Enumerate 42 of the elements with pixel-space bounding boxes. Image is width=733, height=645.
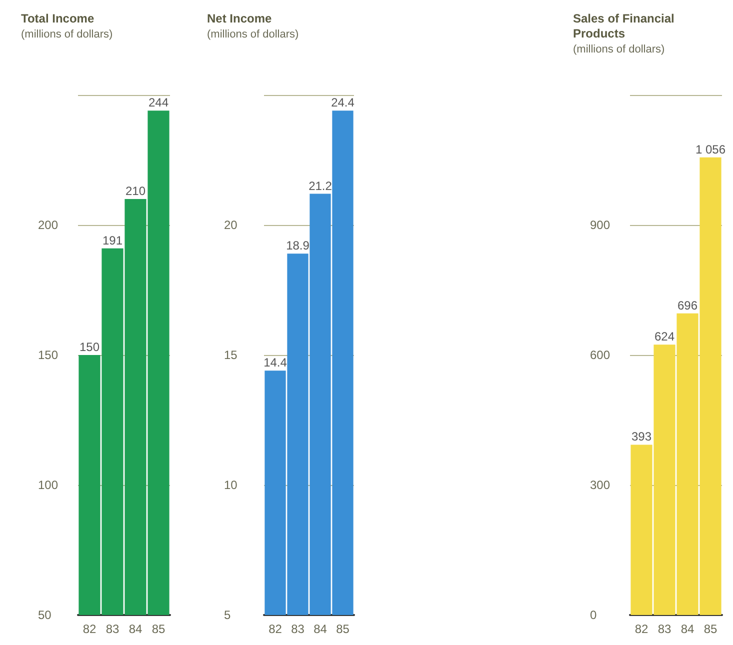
x-tick-label: 83 [658, 622, 672, 636]
x-tick-label: 85 [152, 622, 166, 636]
chart-title: Sales of Financial Products [573, 12, 678, 40]
y-tick-label: 200 [38, 218, 58, 232]
x-tick-label: 84 [314, 622, 328, 636]
chart-title: Total Income [21, 12, 94, 26]
y-tick-label: 20 [224, 218, 238, 232]
data-label: 14.4 [264, 356, 288, 370]
y-tick-label: 0 [590, 608, 597, 622]
data-label: 191 [102, 233, 123, 248]
y-tick-label: 100 [38, 478, 58, 492]
data-label: 210 [125, 184, 146, 198]
data-label: 696 [677, 298, 698, 312]
chart-subtitle: (millions of dollars) [207, 28, 299, 40]
chart-subtitle: (millions of dollars) [573, 44, 665, 56]
y-tick-label: 150 [38, 348, 58, 362]
data-label: 624 [654, 330, 675, 344]
x-tick-label: 84 [680, 622, 694, 636]
x-tick-label: 82 [268, 622, 282, 636]
data-label: 150 [79, 340, 100, 354]
data-label: 1 056 [695, 142, 726, 156]
data-label: 18.9 [286, 238, 310, 253]
y-tick-label: 10 [224, 478, 238, 492]
x-tick-label: 83 [291, 622, 305, 636]
x-tick-label: 85 [704, 622, 718, 636]
y-tick-label: 50 [38, 608, 52, 622]
data-label: 244 [148, 96, 169, 110]
x-tick-label: 82 [82, 622, 96, 636]
x-tick-label: 85 [336, 622, 350, 636]
x-tick-label: 84 [128, 622, 142, 636]
data-label: 21.2 [308, 178, 332, 193]
data-label: 24.4 [331, 96, 355, 110]
x-tick-label: 83 [106, 622, 120, 636]
y-tick-label: 600 [590, 348, 610, 362]
chart-subtitle: (millions of dollars) [21, 28, 113, 40]
y-tick-label: 5 [224, 608, 231, 622]
x-tick-label: 82 [634, 622, 648, 636]
chart-title: Net Income [207, 12, 272, 26]
y-tick-label: 900 [590, 218, 610, 232]
data-label: 393 [631, 430, 652, 444]
y-tick-label: 300 [590, 478, 610, 492]
y-tick-label: 15 [224, 348, 238, 362]
